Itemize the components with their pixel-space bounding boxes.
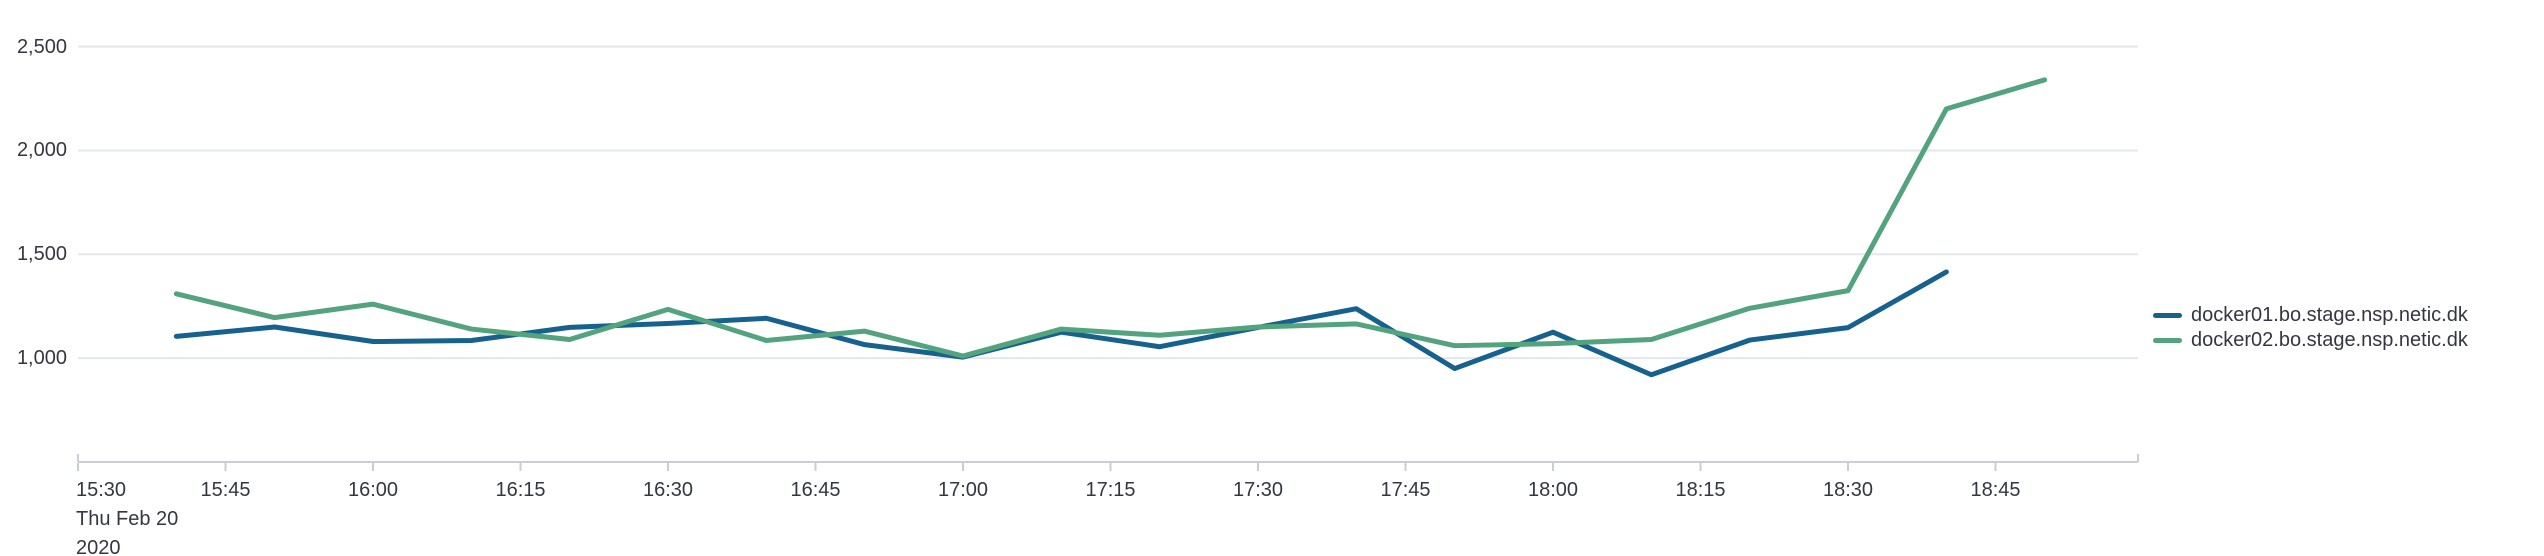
series-lines (173, 77, 2048, 378)
legend: docker01.bo.stage.nsp.netic.dk docker02.… (2153, 304, 2468, 352)
legend-item-docker01[interactable]: docker01.bo.stage.nsp.netic.dk (2153, 304, 2468, 327)
x-tick-label: 16:45 (790, 476, 840, 505)
x-tick-label: 15:45 (200, 476, 250, 505)
legend-label-docker02: docker02.bo.stage.nsp.netic.dk (2191, 329, 2468, 351)
x-tick-label: 17:00 (938, 476, 988, 505)
x-tick-label: 18:30 (1823, 476, 1873, 505)
x-tick-label: 18:00 (1528, 476, 1578, 505)
y-tick-label: 2,000 (16, 139, 67, 162)
x-tick-time: 18:00 (1527, 479, 1579, 501)
x-tick-label: 17:30 (1233, 476, 1283, 505)
x-tick-time: 17:00 (937, 479, 989, 501)
x-tick-time: 16:45 (790, 479, 841, 501)
series-line-docker02 (173, 77, 2048, 359)
x-axis-date-line: 2020 (76, 537, 121, 556)
x-tick-time: 15:30 (76, 479, 127, 501)
x-tick-time: 17:15 (1085, 479, 1136, 501)
x-tick-label: 16:15 (495, 476, 545, 505)
x-tick-time: 16:00 (347, 479, 399, 501)
x-tick-label: 17:15 (1085, 476, 1135, 505)
x-tick-time: 15:45 (200, 479, 251, 501)
x-tick-time: 17:30 (1232, 479, 1284, 501)
x-tick-label: 16:30 (643, 476, 693, 505)
legend-label-docker01: docker01.bo.stage.nsp.netic.dk (2191, 304, 2468, 326)
x-tick-time: 18:30 (1822, 479, 1874, 501)
series-line-docker01 (173, 269, 1949, 378)
x-tick-label: 15:30 Thu Feb 20 2020 (76, 476, 178, 556)
gridlines (78, 45, 2138, 360)
x-tick-label: 17:45 (1380, 476, 1430, 505)
x-tick-time: 18:45 (1970, 479, 2021, 501)
x-tick-label: 18:45 (1970, 476, 2020, 505)
legend-swatch-docker01 (2153, 313, 2182, 318)
legend-item-docker02[interactable]: docker02.bo.stage.nsp.netic.dk (2153, 329, 2468, 352)
y-tick-label: 1,500 (16, 243, 67, 266)
x-tick-label: 16:00 (348, 476, 398, 505)
y-tick-label: 1,000 (16, 347, 67, 370)
x-tick-label: 18:15 (1675, 476, 1725, 505)
x-tick-time: 16:15 (495, 479, 546, 501)
y-tick-label: 2,500 (16, 35, 67, 58)
x-axis-date-line: Thu Feb 20 (76, 508, 179, 530)
legend-swatch-docker02 (2153, 338, 2182, 343)
x-tick-time: 17:45 (1380, 479, 1431, 501)
x-tick-time: 18:15 (1675, 479, 1726, 501)
x-tick-time: 16:30 (642, 479, 694, 501)
x-axis (77, 454, 2139, 471)
